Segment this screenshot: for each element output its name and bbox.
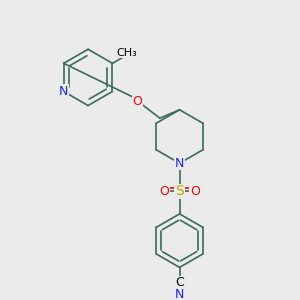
Text: O: O <box>190 185 200 198</box>
Text: S: S <box>175 184 184 198</box>
Text: N: N <box>59 85 68 98</box>
Text: O: O <box>132 95 142 108</box>
Text: O: O <box>159 185 169 198</box>
Text: CH₃: CH₃ <box>116 48 137 58</box>
Text: C: C <box>175 276 184 290</box>
Text: N: N <box>175 157 184 170</box>
Text: N: N <box>175 288 184 300</box>
